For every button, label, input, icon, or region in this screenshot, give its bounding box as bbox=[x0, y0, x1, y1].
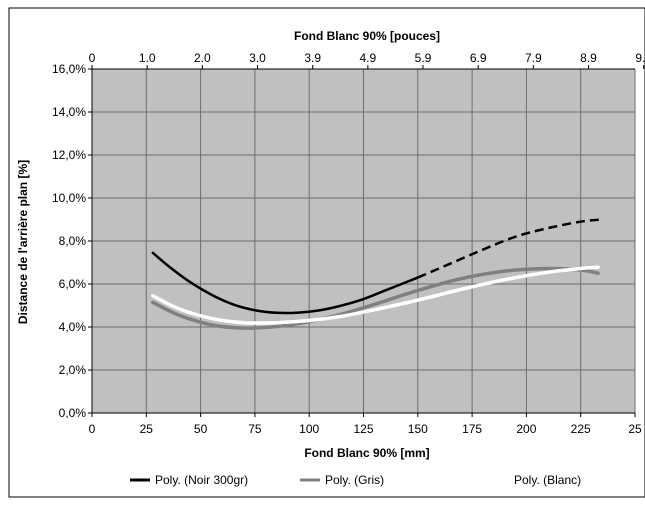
y-axis-title: Distance de l'arrière plan [%] bbox=[16, 160, 30, 324]
top-tick-label: 0 bbox=[89, 51, 96, 65]
x-tick-label: 225 bbox=[571, 422, 591, 436]
top-tick-label: 1.0 bbox=[139, 51, 156, 65]
series-poly-noir-300gr-line bbox=[151, 251, 420, 315]
x-tick-label: 0 bbox=[89, 422, 96, 436]
y-tick-label: 2,0% bbox=[59, 363, 87, 377]
x-tick-label: 25 bbox=[140, 422, 154, 436]
x-tick-label: 50 bbox=[194, 422, 208, 436]
top-tick-label: 9.8 bbox=[635, 51, 645, 65]
x-tick-label: 25 bbox=[628, 422, 642, 436]
top-tick-label: 3.0 bbox=[249, 51, 266, 65]
series-poly-gris-line bbox=[151, 266, 600, 330]
top-tick-label: 5.9 bbox=[415, 51, 432, 65]
axes: 0,0% 2,0% 4,0% 6,0% 8,0% 10,0% 12,0% 14,0% 16,0%… bbox=[52, 51, 645, 436]
top-axis-title: Fond Blanc 90% [pouces] bbox=[294, 29, 440, 43]
series-poly-noir-300gr-projection-line bbox=[417, 218, 603, 279]
x-tick-label: 150 bbox=[408, 422, 428, 436]
x-tick-label: 100 bbox=[299, 422, 319, 436]
top-tick-label: 2.0 bbox=[194, 51, 211, 65]
y-tick-label: 6,0% bbox=[59, 277, 87, 291]
legend-label: Poly. (Gris) bbox=[325, 473, 384, 487]
legend: Poly. (Noir 300gr) Poly. (Gris) Poly. (Bla… bbox=[130, 473, 581, 487]
top-tick-label: 6.9 bbox=[470, 51, 487, 65]
series-poly-blanc-line bbox=[151, 265, 600, 325]
y-tick-label: 4,0% bbox=[59, 320, 87, 334]
top-tick-label: 7.9 bbox=[525, 51, 542, 65]
x-axis-title: Fond Blanc 90% [mm] bbox=[304, 446, 429, 460]
y-tick-label: 16,0% bbox=[52, 62, 86, 76]
x-tick-label: 200 bbox=[516, 422, 536, 436]
y-tick-label: 8,0% bbox=[59, 234, 87, 248]
top-tick-label: 3.9 bbox=[304, 51, 321, 65]
top-tick-label: 8.9 bbox=[580, 51, 597, 65]
x-tick-label: 125 bbox=[353, 422, 373, 436]
y-tick-label: 12,0% bbox=[52, 148, 86, 162]
x-tick-label: 75 bbox=[248, 422, 262, 436]
legend-label: Poly. (Noir 300gr) bbox=[155, 473, 248, 487]
x-tick-label: 175 bbox=[462, 422, 482, 436]
y-tick-label: 10,0% bbox=[52, 191, 86, 205]
legend-label: Poly. (Blanc) bbox=[514, 473, 581, 487]
top-tick-label: 4.9 bbox=[360, 51, 377, 65]
y-tick-label: 14,0% bbox=[52, 105, 86, 119]
series-lines bbox=[151, 218, 603, 330]
y-tick-label: 0,0% bbox=[59, 406, 87, 420]
